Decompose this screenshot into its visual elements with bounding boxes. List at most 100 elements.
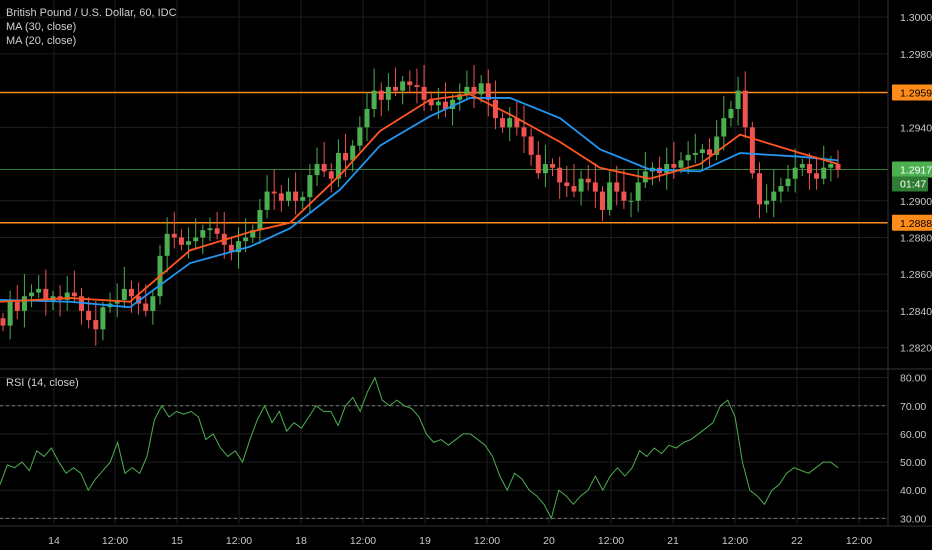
candle (293, 172, 299, 215)
candle (685, 141, 691, 175)
candle-body (14, 301, 20, 311)
candle (492, 80, 498, 130)
ma30-line (0, 97, 839, 309)
candle-body (350, 145, 356, 161)
candle-body (821, 167, 827, 179)
candle-body (207, 228, 213, 231)
candle (186, 227, 192, 259)
rsi-line (0, 376, 839, 520)
rsi-pane[interactable] (0, 376, 888, 520)
candle-body (407, 81, 413, 86)
candle-body (728, 108, 734, 119)
candle-body (792, 167, 798, 179)
candle (36, 275, 42, 299)
candle-body (578, 178, 584, 192)
candle-body (328, 171, 334, 179)
candle (407, 70, 413, 94)
candle (471, 64, 477, 109)
time-tick-label: 12:00 (722, 535, 748, 547)
candle (150, 290, 156, 325)
candle (692, 133, 698, 164)
candle (178, 229, 184, 251)
candle (414, 68, 420, 104)
candle-body (250, 230, 256, 238)
candle (250, 224, 256, 243)
price-badge-text: 1.2888 (900, 218, 932, 230)
candle (799, 158, 805, 176)
candle (621, 169, 627, 210)
candle (393, 67, 399, 97)
candle-body (371, 90, 377, 109)
overlay-label-ma30: MA (30, close) (6, 21, 76, 33)
candle-body (264, 191, 270, 210)
candle (550, 158, 556, 176)
candle-body (550, 164, 556, 168)
price-badge-bg (892, 214, 932, 231)
candle-body (128, 288, 134, 297)
candle (335, 139, 341, 187)
price-tick-label: 1.2900 (900, 196, 932, 208)
candle (535, 141, 541, 179)
candle-body (785, 178, 791, 187)
candle (557, 156, 563, 199)
candle-body (735, 90, 741, 109)
candle (271, 169, 277, 210)
candle (585, 164, 591, 191)
candle-body (21, 296, 27, 311)
time-tick-label: 21 (667, 535, 679, 547)
candle (350, 140, 356, 172)
candle-body (271, 191, 277, 194)
price-tick-label: 1.2840 (900, 306, 932, 318)
candle (357, 116, 363, 152)
ma20-line (0, 93, 839, 303)
candle (307, 164, 313, 214)
candle (599, 186, 605, 221)
candle (442, 82, 448, 118)
candle (171, 211, 177, 249)
candle-body (778, 186, 784, 192)
candle (699, 143, 705, 170)
price-pane[interactable] (0, 64, 888, 346)
candle (778, 177, 784, 203)
time-tick-label: 15 (171, 535, 183, 547)
candle (278, 185, 284, 212)
candle (735, 76, 741, 126)
candle-body (771, 191, 777, 201)
candle (500, 112, 506, 133)
candle-body (478, 83, 484, 95)
candle (749, 121, 755, 179)
candle-body (43, 288, 49, 302)
candle (614, 165, 620, 206)
candle (364, 92, 370, 142)
candle-body (171, 233, 177, 238)
candle-body (799, 164, 805, 168)
candle (228, 236, 234, 261)
candle-body (71, 292, 77, 297)
candle (507, 107, 513, 142)
candle (100, 301, 106, 341)
candle (664, 147, 670, 190)
rsi-tick-label: 70.00 (900, 401, 926, 413)
candle (714, 119, 720, 161)
candle-body (193, 237, 199, 242)
candle-body (628, 200, 634, 202)
candle (321, 142, 327, 177)
candle-body (442, 101, 448, 109)
candle (400, 75, 406, 105)
candle-body (485, 83, 491, 100)
candle (607, 171, 613, 216)
candle-body (528, 136, 534, 155)
time-tick-label: 12:00 (350, 535, 376, 547)
candle-body (707, 149, 713, 155)
candle (571, 164, 577, 198)
candle-body (814, 173, 820, 179)
candle (257, 198, 263, 244)
candle (742, 71, 748, 139)
candle-body (378, 90, 384, 100)
candle-body (514, 118, 520, 128)
candle-body (357, 127, 363, 146)
candle (592, 163, 598, 209)
